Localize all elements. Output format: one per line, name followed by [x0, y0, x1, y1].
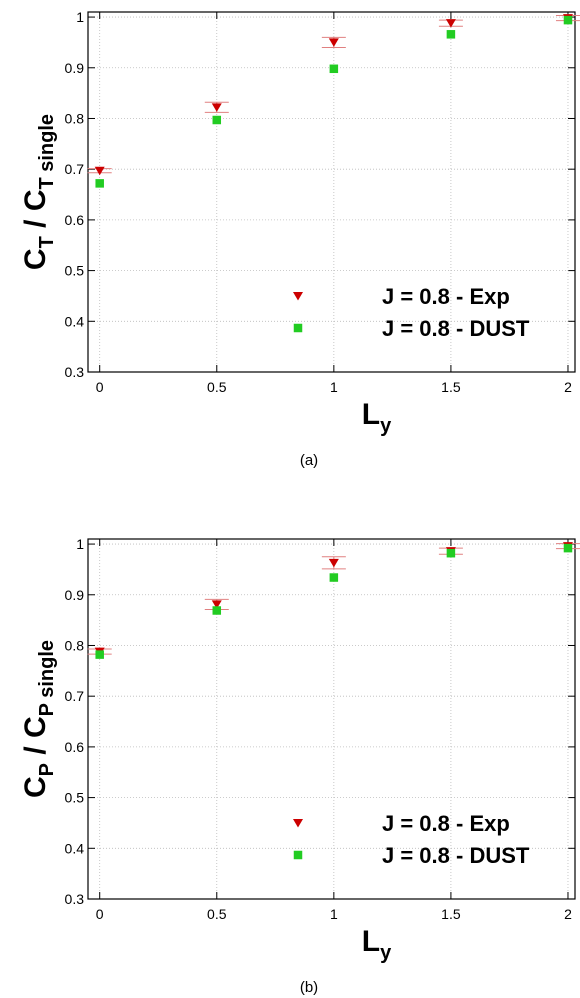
- marker: [212, 115, 222, 125]
- y-axis-label-part: T: [36, 236, 58, 248]
- y-tick-label: 0.3: [65, 891, 85, 907]
- y-tick-label: 1: [76, 9, 84, 25]
- caption: (a): [300, 452, 318, 469]
- y-tick-label: 0.6: [65, 739, 85, 755]
- x-tick-label: 0: [96, 906, 104, 922]
- x-tick-label: 2: [564, 379, 572, 395]
- legend-label: J = 0.8 - Exp: [382, 811, 510, 836]
- x-axis-label: Ly: [362, 925, 392, 964]
- caption: (b): [300, 979, 318, 996]
- x-tick-label: 1: [330, 906, 338, 922]
- y-tick-label: 0.6: [65, 212, 85, 228]
- legend-marker: [293, 292, 303, 301]
- y-axis-label-part: / C: [19, 716, 52, 763]
- x-tick-label: 1.5: [441, 379, 461, 395]
- marker: [94, 166, 105, 176]
- y-axis-label-part: T single: [36, 114, 58, 190]
- x-axis-label-part: L: [362, 398, 380, 431]
- legend-label: J = 0.8 - DUST: [382, 843, 530, 868]
- chart: 0.3 0.4 0.5 0.6 0.7 0.8 0.9 1 0 0.5 1 1.5 2 CP / CP s…: [19, 536, 580, 996]
- y-axis-label-part: C: [19, 248, 52, 270]
- legend-marker: [293, 323, 303, 333]
- x-tick-label: 0.5: [207, 379, 227, 395]
- chart: 0.3 0.4 0.5 0.6 0.7 0.8 0.9 1 0 0.5 1 1.5 2 CT / CT s…: [19, 9, 580, 469]
- marker: [211, 600, 222, 609]
- y-tick-label: 0.5: [65, 263, 85, 279]
- marker: [563, 15, 573, 25]
- y-tick-label: 0.7: [65, 688, 85, 704]
- y-axis-label: CP / CP single: [19, 640, 58, 798]
- plot-frame: [87, 538, 576, 900]
- y-axis-label-part: P single: [36, 640, 58, 716]
- marker: [563, 543, 573, 553]
- y-tick-label: 0.4: [65, 840, 85, 856]
- y-tick-label: 0.3: [65, 364, 85, 380]
- marker: [95, 650, 104, 659]
- y-tick-label: 0.8: [65, 637, 85, 653]
- x-axis-label-part: y: [380, 942, 392, 964]
- marker: [446, 30, 456, 39]
- y-axis-label: CT / CT single: [19, 114, 58, 270]
- marker: [95, 179, 104, 188]
- x-tick-label: 0.5: [207, 906, 227, 922]
- marker: [446, 548, 456, 558]
- marker: [329, 64, 339, 74]
- y-tick-label: 1: [76, 536, 84, 552]
- x-tick-label: 0: [96, 379, 104, 395]
- x-axis-label: Ly: [362, 398, 392, 437]
- x-tick-label: 2: [564, 906, 572, 922]
- plot-frame: [87, 11, 576, 373]
- x-tick-label: 1: [330, 379, 338, 395]
- y-axis-label-part: C: [19, 776, 52, 798]
- x-axis-label-part: L: [362, 925, 380, 958]
- y-tick-label: 0.5: [65, 790, 85, 806]
- legend-label: J = 0.8 - DUST: [382, 316, 530, 341]
- y-tick-label: 0.7: [65, 161, 85, 177]
- marker: [329, 573, 339, 582]
- y-tick-label: 0.9: [65, 587, 85, 603]
- marker: [445, 19, 456, 28]
- x-tick-label: 1.5: [441, 906, 461, 922]
- legend-label: J = 0.8 - Exp: [382, 284, 510, 309]
- y-tick-label: 0.8: [65, 110, 85, 126]
- y-tick-label: 0.9: [65, 60, 85, 76]
- marker: [328, 558, 339, 568]
- y-axis-label-part: / C: [19, 190, 52, 237]
- x-axis-label-part: y: [380, 415, 392, 437]
- marker: [212, 606, 222, 615]
- y-tick-label: 0.4: [65, 313, 85, 329]
- legend-marker: [293, 819, 303, 828]
- legend-marker: [293, 850, 303, 860]
- y-axis-label-part: P: [36, 763, 58, 776]
- marker: [211, 103, 222, 112]
- marker: [328, 38, 339, 47]
